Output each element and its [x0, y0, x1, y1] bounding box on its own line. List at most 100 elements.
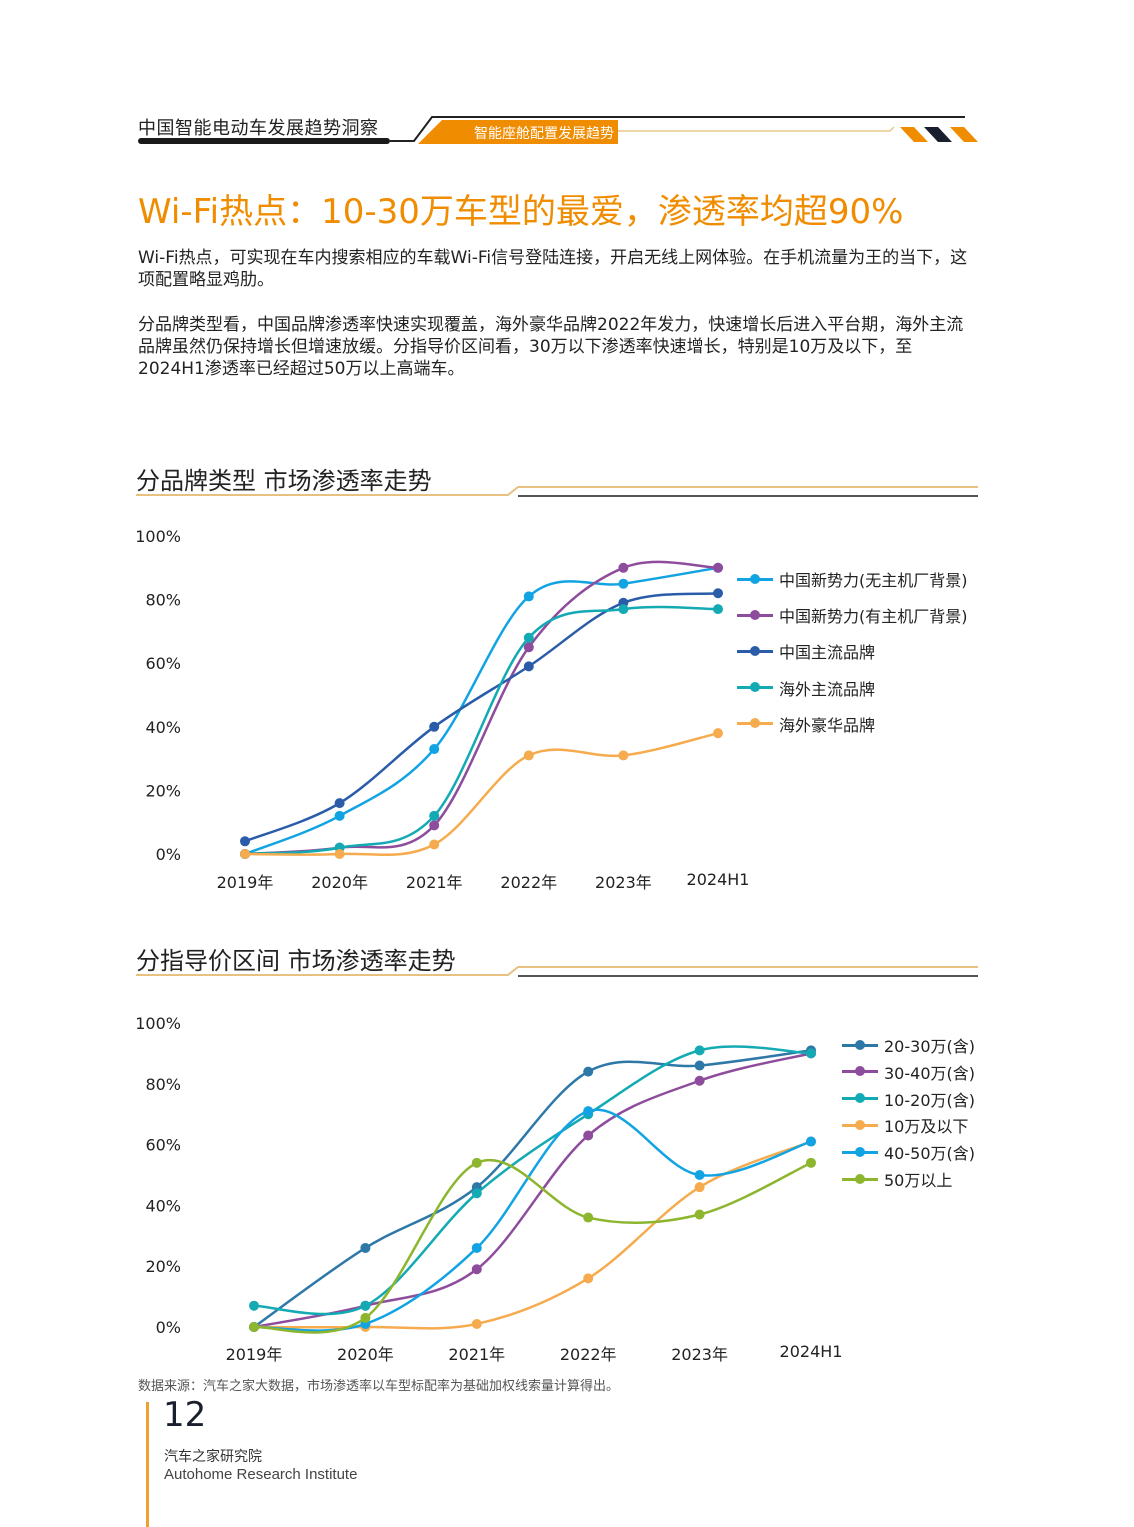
legend-label: 中国新势力(无主机厂背景) — [779, 571, 968, 590]
data-point — [471, 1188, 482, 1199]
series-line — [253, 1159, 812, 1334]
legend-label: 海外豪华品牌 — [779, 715, 876, 735]
legend-label: 20-30万(含) — [884, 1037, 975, 1056]
chart2-title-rule — [136, 966, 978, 977]
data-point — [713, 562, 723, 573]
data-point — [249, 1322, 259, 1332]
legend-item: 20-30万(含) — [842, 1033, 975, 1057]
y-tick-label: 40% — [145, 1196, 181, 1215]
legend-swatch-icon — [842, 1173, 878, 1184]
data-point — [583, 1212, 594, 1223]
data-point — [694, 1209, 705, 1220]
data-point — [429, 820, 440, 831]
y-tick-label: 80% — [145, 1075, 181, 1094]
paragraph-intro: Wi-Fi热点，可实现在车内搜索相应的车载Wi-Fi信号登陆连接，开启无线上网体… — [138, 248, 968, 290]
data-point — [618, 562, 629, 573]
data-point — [240, 849, 250, 859]
data-point — [583, 1273, 594, 1284]
legend-item: 中国主流品牌 — [737, 639, 875, 663]
x-tick-label: 2021年 — [448, 1345, 505, 1364]
data-point — [334, 849, 345, 859]
data-point — [360, 1312, 371, 1323]
legend-swatch-icon — [737, 682, 773, 693]
legend-label: 10-20万(含) — [884, 1090, 975, 1110]
y-tick-label: 100% — [135, 1014, 181, 1033]
series-3 — [249, 1045, 816, 1316]
header-decoration — [390, 116, 978, 142]
stripe-icon — [900, 127, 928, 142]
x-tick-label: 2020年 — [311, 873, 368, 892]
org-name-en: Autohome Research Institute — [164, 1466, 358, 1483]
footer-accent-line — [146, 1402, 149, 1527]
chart1-title: 分品牌类型 市场渗透率走势 — [136, 467, 432, 495]
data-point — [429, 744, 440, 755]
data-point — [429, 810, 440, 821]
legend-label: 30-40万(含) — [884, 1063, 975, 1083]
stripe-icon — [950, 127, 978, 142]
data-point — [694, 1060, 705, 1071]
header-underline — [138, 138, 390, 144]
data-point — [523, 661, 534, 672]
data-point — [523, 632, 534, 643]
data-point — [694, 1170, 705, 1180]
data-point — [713, 588, 723, 599]
x-tick-label: 2019年 — [226, 1345, 283, 1364]
data-point — [694, 1075, 705, 1086]
data-point — [583, 1130, 594, 1141]
section-tag-label: 智能座舱配置发展趋势 — [474, 126, 614, 142]
source-note: 数据来源：汽车之家大数据，市场渗透率以车型标配率为基础加权线索量计算得出。 — [138, 1379, 620, 1394]
report-title: 中国智能电动车发展趋势洞察 — [138, 118, 379, 139]
y-tick-label: 80% — [145, 591, 181, 610]
data-point — [713, 728, 723, 739]
x-tick-label: 2024H1 — [687, 870, 750, 889]
paragraph-analysis: 分品牌类型看，中国品牌渗透率快速实现覆盖，海外豪华品牌2022年发力，快速增长后… — [138, 315, 964, 379]
data-point — [471, 1242, 482, 1253]
series-5 — [249, 1106, 816, 1332]
data-point — [713, 604, 723, 615]
x-tick-label: 2024H1 — [780, 1342, 843, 1361]
page-title: Wi-Fi热点：10-30万车型的最爱，渗透率均超90% — [138, 192, 904, 232]
series-line — [253, 1108, 812, 1332]
data-point — [618, 604, 629, 615]
x-tick-label: 2019年 — [217, 873, 274, 892]
legend-item: 中国新势力(无主机厂背景) — [737, 567, 968, 591]
x-tick-label: 2020年 — [337, 1345, 394, 1364]
section-tag: 智能座舱配置发展趋势 — [418, 120, 618, 144]
data-point — [618, 578, 629, 589]
data-point — [694, 1182, 705, 1193]
legend-swatch-icon — [842, 1066, 878, 1077]
legend-item: 40-50万(含) — [842, 1140, 975, 1164]
legend-swatch-icon — [842, 1039, 878, 1050]
data-point — [240, 836, 250, 847]
y-tick-label: 20% — [145, 781, 181, 800]
x-tick-label: 2022年 — [500, 873, 557, 892]
legend-swatch-icon — [737, 573, 773, 584]
stripe-icon — [924, 127, 952, 142]
legend-item: 10万及以下 — [842, 1113, 968, 1137]
series-line — [253, 1045, 812, 1316]
series-line — [253, 1140, 812, 1330]
data-point — [583, 1066, 594, 1077]
legend-item: 50万以上 — [842, 1167, 952, 1191]
series-line — [253, 1049, 812, 1329]
legend-swatch-icon — [842, 1119, 878, 1130]
data-point — [583, 1106, 594, 1117]
legend-swatch-icon — [842, 1146, 878, 1157]
data-point — [618, 750, 629, 761]
series-6 — [249, 1157, 816, 1334]
data-point — [523, 642, 534, 653]
data-point — [360, 1242, 371, 1253]
legend-label: 海外主流品牌 — [779, 679, 876, 699]
data-point — [471, 1264, 482, 1275]
y-tick-label: 0% — [156, 845, 181, 864]
legend-item: 中国新势力(有主机厂背景) — [737, 603, 968, 627]
page-number: 12 — [163, 1395, 207, 1435]
data-point — [334, 810, 345, 821]
legend-item: 10-20万(含) — [842, 1087, 975, 1111]
data-point — [471, 1157, 482, 1168]
org-name-cn: 汽车之家研究院 — [164, 1449, 262, 1465]
chart2-title: 分指导价区间 市场渗透率走势 — [136, 947, 456, 975]
legend-item: 30-40万(含) — [842, 1060, 975, 1084]
series-4 — [249, 1136, 816, 1332]
